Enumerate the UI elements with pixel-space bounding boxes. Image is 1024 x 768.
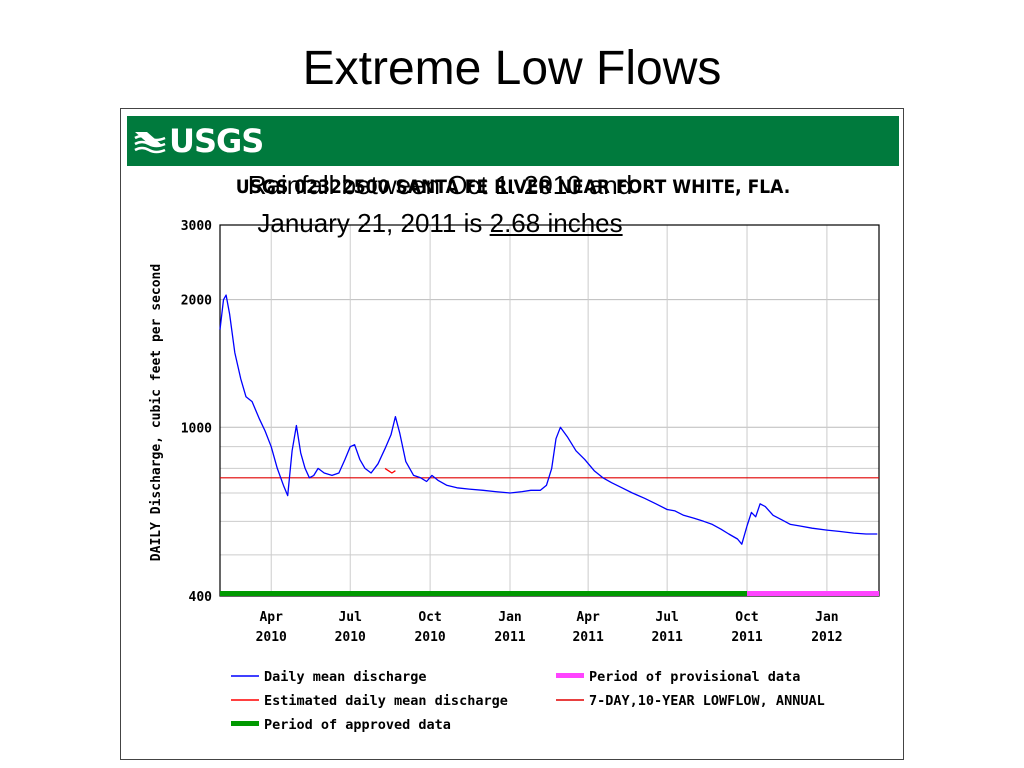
slide-title: Extreme Low Flows — [302, 42, 722, 95]
legend-label: 7-DAY,10-YEAR LOWFLOW, ANNUAL — [589, 693, 825, 709]
plot-frame — [219, 224, 880, 597]
x-tick-label: Jan — [815, 610, 838, 625]
x-tick-label-year: 2011 — [651, 630, 682, 645]
y-tick-label: 2000 — [181, 294, 212, 309]
x-tick-label-year: 2011 — [494, 630, 525, 645]
x-tick-label-year: 2012 — [811, 630, 842, 645]
x-tick-label-year: 2011 — [731, 630, 762, 645]
discharge-series-line — [219, 294, 878, 545]
x-tick-label: Jul — [655, 610, 678, 625]
hydrograph-chart: 400 1000 2000 3000 DAILY Discharge, cubic fe… — [149, 219, 880, 733]
usgs-logo-text: USGS — [169, 122, 264, 160]
annotation-line-2-prefix: January 21, 2011 is — [257, 208, 490, 238]
legend-label: Daily mean discharge — [264, 669, 427, 685]
usgs-wave-icon — [134, 132, 166, 154]
x-tick-label-year: 2011 — [572, 630, 603, 645]
annotation-line-2: January 21, 2011 is 2.68 inches — [220, 204, 660, 242]
usgs-logo: USGS — [133, 122, 264, 160]
usgs-banner: USGS — [127, 116, 899, 166]
legend-swatch — [556, 673, 584, 678]
legend-label: Estimated daily mean discharge — [264, 693, 508, 709]
rainfall-amount: 2.68 inches — [489, 208, 623, 238]
x-tick-label-year: 2010 — [335, 630, 366, 645]
rainfall-annotation: Rainfall between Oct 1. 2010 and January… — [220, 166, 660, 242]
x-tick-label-year: 2010 — [414, 630, 445, 645]
legend-label: Period of provisional data — [589, 669, 800, 685]
estimated-series-line — [384, 467, 396, 474]
x-tick-label-year: 2010 — [256, 630, 287, 645]
x-tick-label: Apr — [576, 610, 600, 625]
y-tick-label: 3000 — [181, 219, 212, 234]
approved-period-bar — [220, 591, 748, 596]
y-tick-label: 1000 — [181, 421, 212, 436]
chart-title: USGS 02322500 SANTA FE RIVER NEAR FORT W… — [235, 176, 791, 198]
legend-swatch — [231, 721, 259, 726]
y-tick-label: 400 — [189, 590, 213, 605]
x-tick-label: Jan — [498, 610, 521, 625]
x-tick-label: Oct — [735, 610, 758, 625]
legend-label: Period of approved data — [264, 717, 451, 733]
x-tick-label: Apr — [259, 610, 283, 625]
provisional-period-bar — [747, 591, 879, 596]
x-tick-label: Oct — [418, 610, 441, 625]
x-tick-label: Jul — [338, 610, 361, 625]
y-axis-label: DAILY Discharge, cubic feet per second — [149, 264, 164, 561]
annotation-line-1: Rainfall between Oct 1. 2010 and — [247, 170, 633, 200]
usgs-hydrograph-figure: USGS USGS 02322500 SANTA FE RIVER NEAR F… — [120, 108, 904, 760]
